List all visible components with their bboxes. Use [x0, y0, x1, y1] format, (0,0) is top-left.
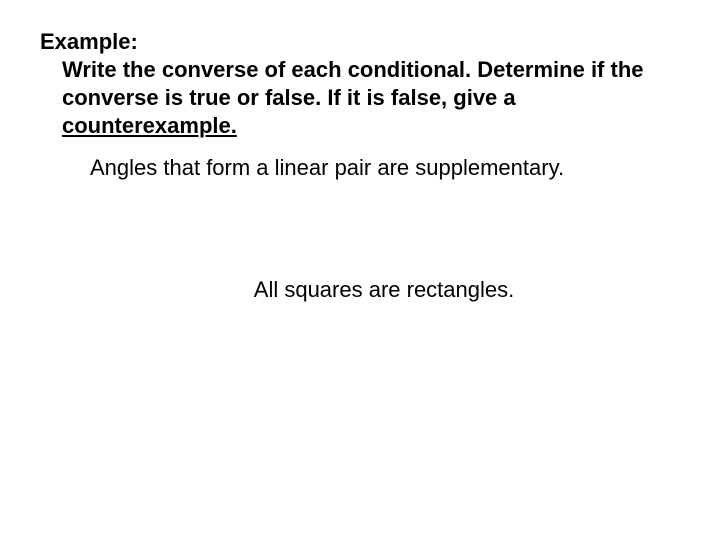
instruction-text: Write the converse of each conditional. … — [62, 57, 644, 110]
instruction-underlined: counterexample. — [62, 113, 237, 138]
slide-content: Example: Write the converse of each cond… — [0, 0, 720, 303]
example-instruction: Write the converse of each conditional. … — [40, 56, 680, 140]
example-heading: Example: Write the converse of each cond… — [40, 28, 680, 141]
example-item-2: All squares are rectangles. — [40, 277, 680, 303]
example-label: Example: — [40, 28, 680, 56]
example-item-1: Angles that form a linear pair are suppl… — [40, 155, 680, 181]
